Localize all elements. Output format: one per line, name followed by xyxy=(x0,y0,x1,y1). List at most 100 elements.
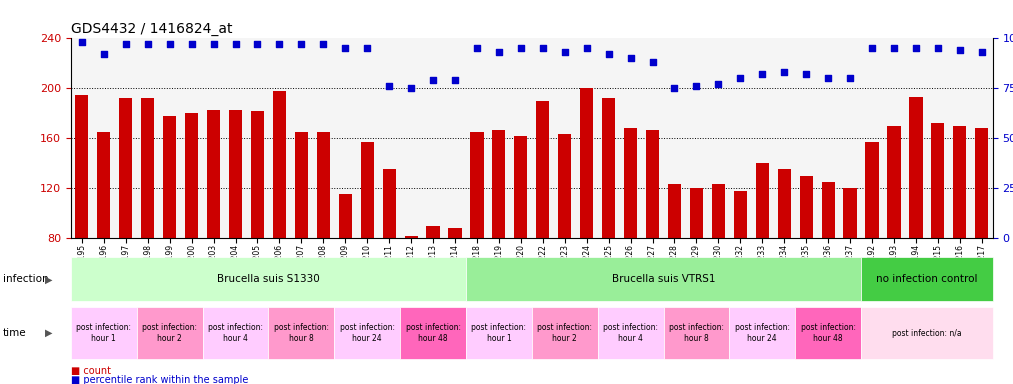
Point xyxy=(315,41,331,48)
Point xyxy=(644,59,660,65)
Bar xyxy=(229,109,242,238)
Point xyxy=(249,41,265,48)
Text: post infection:
hour 1: post infection: hour 1 xyxy=(76,323,132,343)
Point xyxy=(755,71,771,78)
Text: post infection:
hour 48: post infection: hour 48 xyxy=(800,323,856,343)
Point xyxy=(513,45,529,51)
Bar xyxy=(361,142,374,238)
Point xyxy=(337,45,354,51)
Bar xyxy=(185,113,199,238)
Point xyxy=(425,77,442,83)
Text: post infection:
hour 4: post infection: hour 4 xyxy=(603,323,658,343)
Text: post infection:
hour 4: post infection: hour 4 xyxy=(208,323,263,343)
Bar xyxy=(602,98,615,238)
Bar xyxy=(338,194,352,238)
Point xyxy=(96,51,112,58)
Text: infection: infection xyxy=(3,274,49,285)
Bar xyxy=(163,116,176,238)
Text: post infection:
hour 24: post infection: hour 24 xyxy=(339,323,395,343)
Point xyxy=(535,45,551,51)
Point xyxy=(557,49,573,55)
Point xyxy=(623,55,639,61)
Point xyxy=(886,45,903,51)
Bar xyxy=(207,109,220,238)
Point xyxy=(601,51,617,58)
Text: post infection:
hour 2: post infection: hour 2 xyxy=(142,323,198,343)
Text: ■ count: ■ count xyxy=(71,366,110,376)
Bar xyxy=(887,126,901,238)
Bar xyxy=(756,163,769,238)
Point xyxy=(776,69,792,75)
Point xyxy=(842,75,858,81)
Point xyxy=(381,83,397,89)
Bar xyxy=(778,169,791,238)
Point xyxy=(491,49,508,55)
Point xyxy=(74,39,90,45)
Point xyxy=(732,75,749,81)
Point xyxy=(183,41,200,48)
Bar xyxy=(97,132,110,238)
Point xyxy=(930,45,946,51)
Point xyxy=(447,77,463,83)
Text: post infection:
hour 1: post infection: hour 1 xyxy=(471,323,527,343)
Bar xyxy=(141,98,154,238)
Point xyxy=(710,81,726,88)
Point xyxy=(228,41,244,48)
Text: GDS4432 / 1416824_at: GDS4432 / 1416824_at xyxy=(71,22,232,36)
Bar xyxy=(295,132,308,238)
Point xyxy=(578,45,595,51)
Bar xyxy=(251,111,264,238)
Point xyxy=(360,45,376,51)
Bar xyxy=(822,182,835,238)
Point xyxy=(206,41,222,48)
Text: no infection control: no infection control xyxy=(876,274,978,285)
Bar xyxy=(865,142,878,238)
Bar xyxy=(976,128,989,238)
Bar xyxy=(712,184,725,238)
Bar xyxy=(470,132,483,238)
Bar xyxy=(272,91,286,238)
Bar xyxy=(492,129,505,238)
Point xyxy=(140,41,156,48)
Bar xyxy=(844,188,857,238)
Text: Brucella suis VTRS1: Brucella suis VTRS1 xyxy=(612,274,715,285)
Point xyxy=(294,41,310,48)
Text: post infection:
hour 2: post infection: hour 2 xyxy=(537,323,593,343)
Point xyxy=(973,49,990,55)
Bar xyxy=(515,136,528,238)
Text: ■ percentile rank within the sample: ■ percentile rank within the sample xyxy=(71,375,248,384)
Point xyxy=(667,85,683,91)
Point xyxy=(403,85,419,91)
Bar xyxy=(646,129,659,238)
Bar xyxy=(75,94,88,238)
Bar xyxy=(624,128,637,238)
Bar xyxy=(580,88,594,238)
Bar xyxy=(931,123,944,238)
Bar xyxy=(536,101,549,238)
Text: Brucella suis S1330: Brucella suis S1330 xyxy=(217,274,320,285)
Point xyxy=(821,75,837,81)
Text: ▶: ▶ xyxy=(45,274,53,285)
Bar xyxy=(690,188,703,238)
Bar xyxy=(953,126,966,238)
Text: post infection:
hour 8: post infection: hour 8 xyxy=(274,323,329,343)
Point xyxy=(952,47,968,53)
Text: time: time xyxy=(3,328,26,338)
Text: post infection:
hour 48: post infection: hour 48 xyxy=(405,323,461,343)
Bar xyxy=(317,132,330,238)
Bar xyxy=(404,235,417,238)
Text: post infection:
hour 24: post infection: hour 24 xyxy=(734,323,790,343)
Point xyxy=(162,41,178,48)
Bar xyxy=(733,190,747,238)
Bar xyxy=(449,228,462,238)
Text: post infection:
hour 8: post infection: hour 8 xyxy=(669,323,724,343)
Text: post infection: n/a: post infection: n/a xyxy=(892,329,961,338)
Bar xyxy=(120,98,133,238)
Bar xyxy=(383,169,396,238)
Point xyxy=(469,45,485,51)
Point xyxy=(864,45,880,51)
Bar xyxy=(668,184,681,238)
Bar xyxy=(426,226,440,238)
Point xyxy=(271,41,288,48)
Bar xyxy=(799,176,812,238)
